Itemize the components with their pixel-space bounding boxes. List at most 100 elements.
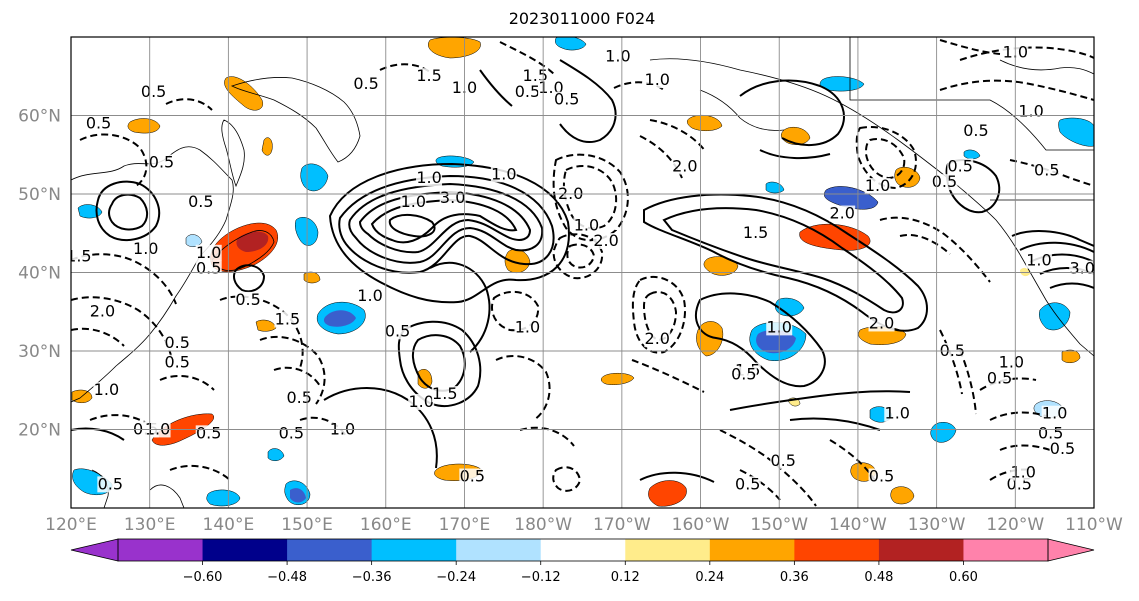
contour-label: 1.5 <box>432 384 457 403</box>
contour-label-background <box>742 225 769 242</box>
map-layers: 0.50.50.50.51.01.50.51.00.52.00.50.51.01… <box>66 37 1094 508</box>
latitude-tick-label: 50°N <box>18 185 61 205</box>
contour-label-background <box>998 354 1025 371</box>
colorbar-tick-label: 0.36 <box>780 570 809 585</box>
contour-label: 0.5 <box>1034 160 1059 179</box>
contour-label: 1.0 <box>885 404 910 423</box>
contour-label-background <box>593 233 620 250</box>
contour-label-background <box>353 76 380 93</box>
contour-label-background <box>730 366 757 383</box>
contour-label: 0.5 <box>149 153 174 172</box>
contour-label: 1.0 <box>94 380 119 399</box>
contour-label-background <box>1010 464 1037 481</box>
contour-label: 0.5 <box>869 467 894 486</box>
contour-label: 1.0 <box>145 419 170 438</box>
colorbar-tick-label: 0.60 <box>949 570 978 585</box>
colorbar: −0.60 −0.48 −0.36 −0.24 −0.12 0.12 0.24 0.36 0.4… <box>70 538 1095 585</box>
contour-label: 1.0 <box>1010 463 1035 482</box>
colorbar-segment <box>287 539 373 561</box>
contour-label: 1.0 <box>1042 404 1067 423</box>
contour-label: 1.0 <box>401 192 426 211</box>
contour-label: 1.0 <box>865 176 890 195</box>
longitude-tick-label: 170°W <box>593 515 651 535</box>
contour-label-background <box>71 248 92 265</box>
contour-label-background <box>416 170 443 187</box>
contour-label-background <box>286 390 313 407</box>
colorbar-min-extend <box>70 538 119 562</box>
contour-label: 0.5 <box>731 364 756 383</box>
contour-label: 0.5 <box>987 368 1012 387</box>
contour-label: 1.0 <box>416 168 441 187</box>
colorbar-frame <box>117 538 1049 562</box>
colorbar-tick-label: −0.12 <box>521 570 561 585</box>
contour-label-background <box>947 158 974 175</box>
contour-label-background <box>416 68 443 85</box>
map-title: 2023011000 F024 <box>509 9 656 28</box>
contour-label: 3.0 <box>1069 259 1094 278</box>
contour-label-background <box>1041 405 1068 422</box>
contour-label-background <box>400 193 427 210</box>
contour-label: 0.5 <box>165 333 190 352</box>
contour-label-background <box>1025 252 1052 269</box>
longitude-tick-label: 120°W <box>986 515 1044 535</box>
latitude-tick-label: 40°N <box>18 264 61 284</box>
contour-label: 0.5 <box>460 467 485 486</box>
longitude-tick-label: 130°E <box>124 515 176 535</box>
contour-label-background <box>274 311 301 328</box>
contour-label: 0.5 <box>1050 439 1075 458</box>
longitude-tick-label: 150°E <box>281 515 333 535</box>
contour-label-background <box>93 382 120 399</box>
contour-label-background <box>770 452 797 469</box>
contour-label-background <box>431 386 458 403</box>
contour-label-background <box>357 287 384 304</box>
longitude-tick-label: 140°W <box>829 515 887 535</box>
map-frame <box>70 36 1095 509</box>
contour-label: 1.0 <box>999 353 1024 372</box>
longitude-tick-labels: 120°E 130°E 140°E 150°E 160°E 170°E 180°W 170°W… <box>45 515 1123 535</box>
contour-label: 2.0 <box>672 156 697 175</box>
contour-label: 1.5 <box>416 66 441 85</box>
colorbar-tick-label: 0.24 <box>695 570 724 585</box>
contour-label-background <box>962 123 989 140</box>
contour-label: 0.5 <box>165 353 190 372</box>
colorbar-tick-label: 0.48 <box>864 570 893 585</box>
contour-label-background <box>644 331 671 348</box>
contour-label: 2.0 <box>593 231 618 250</box>
colorbar-segment <box>540 539 626 561</box>
contour-label: 0.5 <box>385 321 410 340</box>
contour-label: 0.5 <box>279 423 304 442</box>
longitude-tick-label: 150°W <box>750 515 808 535</box>
latitude-tick-label: 30°N <box>18 342 61 362</box>
contour-label: 0.5 <box>932 172 957 191</box>
contour-label: 0.5 <box>141 82 166 101</box>
contour-label: 0.5 <box>196 423 221 442</box>
contour-label-background <box>931 174 958 191</box>
contour-label: 1.0 <box>133 239 158 258</box>
contour-label: 1.0 <box>574 215 599 234</box>
contour-label: 0.5 <box>770 451 795 470</box>
colorbar-segment <box>794 539 880 561</box>
longitude-tick-label: 130°W <box>908 515 966 535</box>
contour-label-background <box>408 393 435 410</box>
contour-label: 1.5 <box>275 310 300 329</box>
contour-label-background <box>734 476 761 493</box>
colorbar-tick-label: −0.24 <box>436 570 476 585</box>
longitude-tick-label: 160°E <box>360 515 412 535</box>
contour-label-background <box>164 354 191 371</box>
contour-label-background <box>829 205 856 222</box>
contour-label-background <box>1049 441 1076 458</box>
colorbar-segment <box>118 539 204 561</box>
colorbar-segment <box>709 539 795 561</box>
colorbar-tick-label: −0.60 <box>183 570 223 585</box>
colorbar-segment <box>963 539 1049 561</box>
contour-label: 1.5 <box>66 247 91 266</box>
contour-label: 1.0 <box>357 286 382 305</box>
colorbar-segment <box>625 539 711 561</box>
contour-label: 1.0 <box>408 392 433 411</box>
colorbar-tick-label: −0.36 <box>352 570 392 585</box>
contour-label: 0.5 <box>515 82 540 101</box>
contour-label: 1.0 <box>1026 251 1051 270</box>
latitude-tick-label: 20°N <box>18 421 61 441</box>
contour-label: 0.5 <box>353 74 378 93</box>
contour-label: 0.5 <box>554 90 579 109</box>
